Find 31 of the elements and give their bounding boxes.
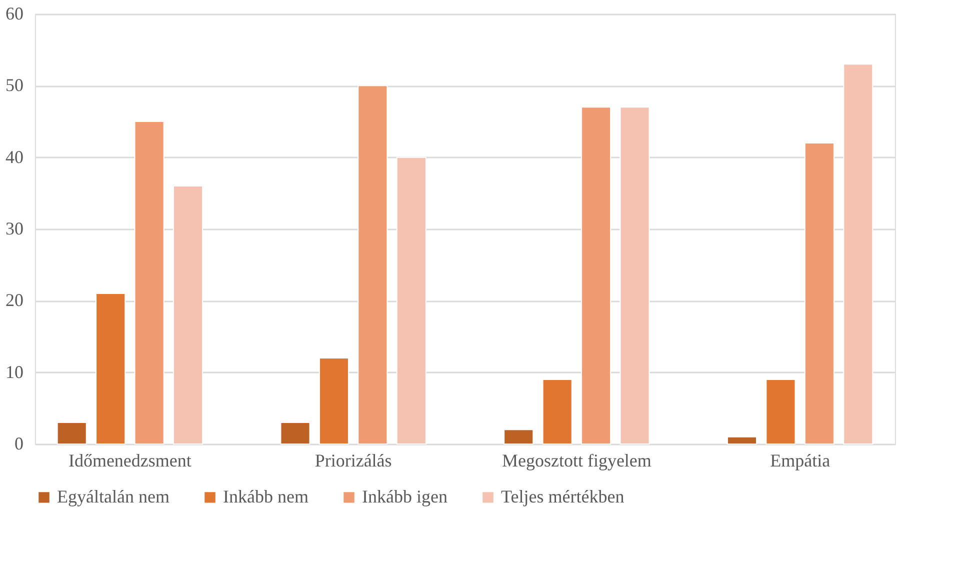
legend-label: Inkább igen <box>362 486 448 506</box>
y-tick-label: 40 <box>6 146 24 167</box>
y-tick-label: 20 <box>6 290 24 310</box>
legend-label: Egyáltalán nem <box>57 486 170 506</box>
y-tick-label: 10 <box>6 362 24 382</box>
bar <box>504 429 534 444</box>
legend-label: Teljes mértékben <box>501 486 624 506</box>
y-tick-label: 60 <box>6 4 24 24</box>
bar <box>56 422 87 444</box>
bar <box>96 293 126 444</box>
bar <box>172 186 204 444</box>
y-tick-label: 50 <box>6 75 24 96</box>
bar <box>620 106 650 444</box>
bar <box>581 106 612 444</box>
bar <box>134 121 164 444</box>
y-tick-label: 0 <box>14 434 24 454</box>
x-tick-label: Megosztott figyelem <box>502 450 652 470</box>
bar <box>843 64 874 444</box>
bar <box>396 156 426 444</box>
bar <box>542 379 572 444</box>
y-tick-label: 30 <box>6 218 24 238</box>
bar <box>726 436 758 444</box>
legend-label: Inkább nem <box>223 486 308 506</box>
x-tick-label: Priorizálás <box>314 450 392 470</box>
bar <box>318 358 349 444</box>
x-tick-label: Időmenedzsment <box>68 450 192 470</box>
bar <box>280 422 310 444</box>
bar <box>358 85 388 444</box>
bar <box>766 379 796 444</box>
bar <box>804 142 834 444</box>
x-tick-label: Empátia <box>770 450 830 470</box>
